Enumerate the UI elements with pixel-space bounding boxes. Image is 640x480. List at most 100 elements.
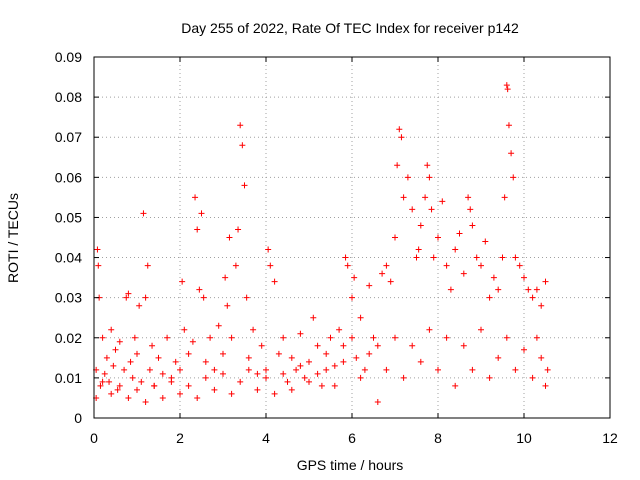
x-tick-label: 10	[516, 430, 532, 446]
data-point	[319, 383, 325, 389]
data-point	[375, 399, 381, 405]
data-point	[315, 371, 321, 377]
data-point	[289, 355, 295, 361]
data-points-layer	[93, 82, 551, 405]
data-point	[461, 271, 467, 277]
data-point	[375, 343, 381, 349]
data-point	[392, 235, 398, 241]
data-point	[392, 335, 398, 341]
x-tick-label: 8	[434, 430, 442, 446]
data-point	[147, 367, 153, 373]
data-point	[414, 255, 420, 261]
y-tick-label: 0.04	[55, 250, 82, 266]
data-point	[134, 387, 140, 393]
data-point	[125, 395, 131, 401]
data-point	[130, 375, 136, 381]
roti-scatter-chart: Day 255 of 2022, Rate Of TEC Index for r…	[0, 0, 640, 480]
data-point	[534, 335, 540, 341]
data-point	[293, 367, 299, 373]
y-tick-label: 0.02	[55, 330, 82, 346]
data-point	[345, 263, 351, 269]
data-point	[340, 343, 346, 349]
data-point	[323, 367, 329, 373]
data-point	[543, 383, 549, 389]
data-point	[332, 383, 338, 389]
x-tick-label: 6	[348, 430, 356, 446]
data-point	[452, 383, 458, 389]
data-point	[383, 367, 389, 373]
data-point	[444, 263, 450, 269]
data-point	[398, 134, 404, 140]
data-point	[530, 375, 536, 381]
data-point	[323, 351, 329, 357]
data-point	[340, 359, 346, 365]
data-point	[366, 283, 372, 289]
data-point	[371, 335, 377, 341]
data-point	[160, 395, 166, 401]
data-point	[254, 387, 260, 393]
data-point	[177, 391, 183, 397]
data-point	[315, 343, 321, 349]
data-point	[108, 391, 114, 397]
data-point	[186, 351, 192, 357]
data-point	[543, 279, 549, 285]
data-point	[429, 206, 435, 212]
data-point	[244, 295, 250, 301]
data-point	[138, 379, 144, 385]
data-point	[199, 210, 205, 216]
data-point	[435, 367, 441, 373]
data-point	[226, 235, 232, 241]
data-point	[95, 263, 101, 269]
data-point	[478, 327, 484, 333]
y-tick-label: 0.09	[55, 49, 82, 65]
data-point	[246, 367, 252, 373]
data-point	[121, 367, 127, 373]
data-point	[401, 375, 407, 381]
data-point	[538, 355, 544, 361]
data-point	[143, 295, 149, 301]
data-point	[276, 351, 282, 357]
data-point	[280, 335, 286, 341]
data-point	[179, 279, 185, 285]
data-point	[358, 375, 364, 381]
data-point	[310, 315, 316, 321]
data-point	[388, 279, 394, 285]
data-point	[108, 327, 114, 333]
data-point	[173, 359, 179, 365]
data-point	[143, 399, 149, 405]
data-point	[280, 371, 286, 377]
data-point	[510, 174, 516, 180]
data-point	[349, 335, 355, 341]
data-point	[328, 335, 334, 341]
data-point	[192, 194, 198, 200]
data-point	[508, 150, 514, 156]
data-point	[106, 379, 112, 385]
data-point	[538, 303, 544, 309]
data-point	[394, 162, 400, 168]
data-point	[216, 323, 222, 329]
data-point	[358, 315, 364, 321]
data-point	[194, 395, 200, 401]
data-point	[487, 375, 493, 381]
data-point	[100, 335, 106, 341]
data-point	[495, 355, 501, 361]
data-point	[366, 351, 372, 357]
data-point	[149, 343, 155, 349]
data-point	[113, 347, 119, 353]
data-point	[145, 263, 151, 269]
data-point	[525, 287, 531, 293]
data-point	[534, 287, 540, 293]
data-point	[521, 275, 527, 281]
data-point	[302, 375, 308, 381]
data-point	[151, 383, 157, 389]
data-point	[416, 247, 422, 253]
data-point	[250, 327, 256, 333]
data-point	[306, 359, 312, 365]
data-point	[351, 275, 357, 281]
data-point	[229, 391, 235, 397]
data-point	[233, 263, 239, 269]
data-point	[239, 142, 245, 148]
data-point	[259, 343, 265, 349]
data-point	[203, 375, 209, 381]
data-point	[272, 391, 278, 397]
